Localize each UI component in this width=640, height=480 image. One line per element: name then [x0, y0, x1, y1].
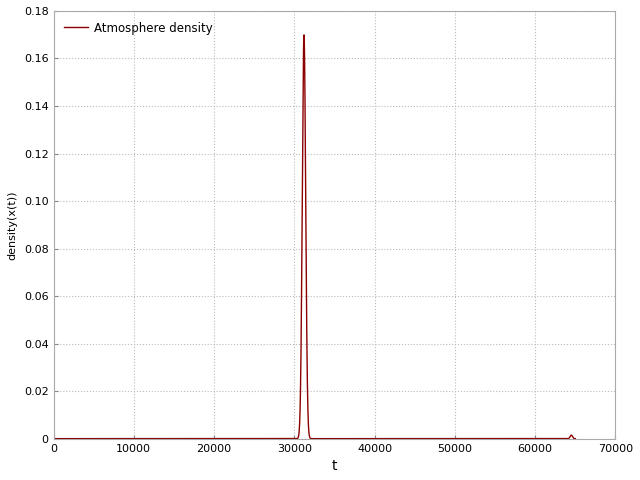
- Atmosphere density: [439, 436, 447, 442]
- Line: Atmosphere density: Atmosphere density: [54, 35, 575, 439]
- Atmosphere density: [363, 436, 371, 442]
- Legend: Atmosphere density: Atmosphere density: [60, 17, 217, 39]
- Atmosphere density: [479, 436, 486, 442]
- Atmosphere density: [249, 436, 257, 442]
- Y-axis label: density(x(t)): density(x(t)): [7, 190, 17, 260]
- Atmosphere density: [50, 436, 58, 442]
- Atmosphere density: [300, 32, 308, 38]
- Atmosphere density: [389, 436, 397, 442]
- X-axis label: t: t: [332, 459, 337, 473]
- Atmosphere density: [145, 436, 152, 442]
- Atmosphere density: [572, 436, 579, 442]
